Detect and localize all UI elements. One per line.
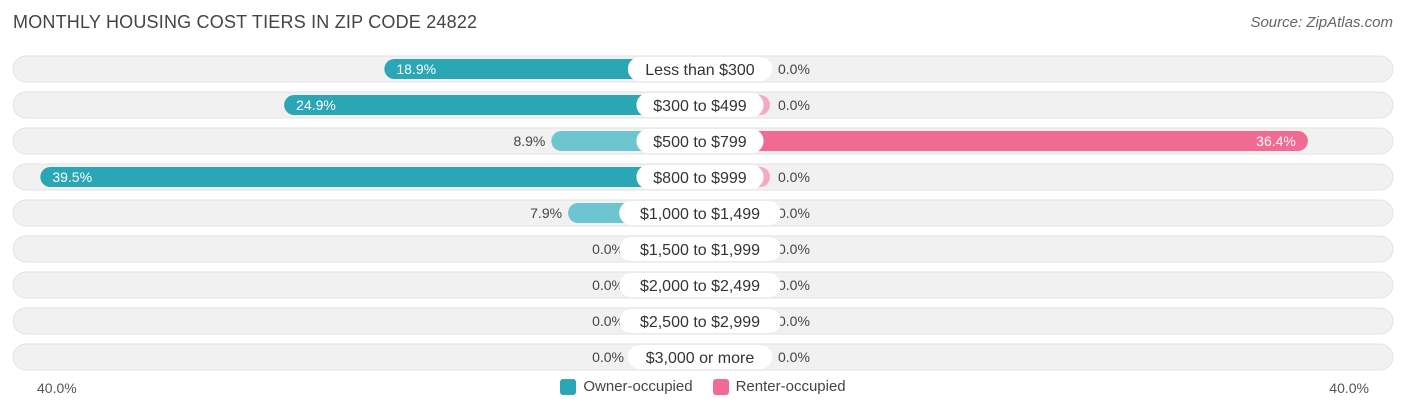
renter-value-label: 0.0% bbox=[778, 205, 810, 221]
category-label: $500 to $799 bbox=[653, 134, 747, 151]
category-label-pill bbox=[627, 57, 773, 81]
renter-value-label: 0.0% bbox=[778, 241, 810, 257]
category-label: $300 to $499 bbox=[653, 98, 747, 115]
owner-value-label: 0.0% bbox=[592, 313, 624, 329]
owner-value-label: 0.0% bbox=[592, 241, 624, 257]
category-label-pill bbox=[619, 237, 781, 261]
renter-value-label: 0.0% bbox=[778, 61, 810, 77]
axis-left-label: 40.0% bbox=[37, 380, 77, 396]
category-label-pill bbox=[619, 309, 781, 333]
owner-value-label: 0.0% bbox=[592, 277, 624, 293]
renter-value-label: 0.0% bbox=[778, 97, 810, 113]
legend-item-renter[interactable]: Renter-occupied bbox=[712, 378, 846, 395]
category-label: $2,000 to $2,499 bbox=[640, 278, 760, 295]
owner-value-label: 7.9% bbox=[530, 205, 562, 221]
category-label-pill bbox=[636, 129, 764, 153]
category-label: $2,500 to $2,999 bbox=[640, 314, 760, 331]
renter-value-label: 0.0% bbox=[778, 169, 810, 185]
category-label: $3,000 or more bbox=[646, 350, 755, 367]
owner-bar bbox=[40, 167, 701, 187]
renter-value-label: 36.4% bbox=[1256, 133, 1296, 149]
chart-title: MONTHLY HOUSING COST TIERS IN ZIP CODE 2… bbox=[13, 12, 478, 32]
owner-value-label: 0.0% bbox=[592, 349, 624, 365]
axis-right-label: 40.0% bbox=[1329, 380, 1369, 396]
renter-swatch-icon bbox=[712, 378, 729, 395]
category-label-pill bbox=[636, 165, 764, 189]
category-label: $1,500 to $1,999 bbox=[640, 242, 760, 259]
category-label-pill bbox=[627, 345, 773, 369]
category-label-pill bbox=[636, 93, 764, 117]
renter-value-label: 0.0% bbox=[778, 313, 810, 329]
category-label: Less than $300 bbox=[645, 62, 755, 79]
legend-owner-label: Owner-occupied bbox=[583, 378, 693, 395]
category-label: $800 to $999 bbox=[653, 170, 747, 187]
legend: Owner-occupied Renter-occupied bbox=[0, 378, 1406, 395]
renter-value-label: 0.0% bbox=[778, 349, 810, 365]
renter-bar bbox=[700, 131, 1308, 151]
category-label-pill bbox=[619, 273, 781, 297]
category-label-pill bbox=[619, 201, 781, 225]
category-label: $1,000 to $1,499 bbox=[640, 206, 760, 223]
renter-value-label: 0.0% bbox=[778, 277, 810, 293]
owner-value-label: 8.9% bbox=[513, 133, 545, 149]
owner-bar bbox=[384, 59, 700, 79]
owner-bar bbox=[284, 95, 700, 115]
source-credit: Source: ZipAtlas.com bbox=[1250, 14, 1393, 31]
legend-item-owner[interactable]: Owner-occupied bbox=[560, 378, 693, 395]
owner-swatch-icon bbox=[560, 378, 577, 395]
owner-value-label: 24.9% bbox=[296, 97, 336, 113]
owner-value-label: 39.5% bbox=[52, 169, 92, 185]
legend-renter-label: Renter-occupied bbox=[735, 378, 846, 395]
owner-value-label: 18.9% bbox=[396, 61, 436, 77]
